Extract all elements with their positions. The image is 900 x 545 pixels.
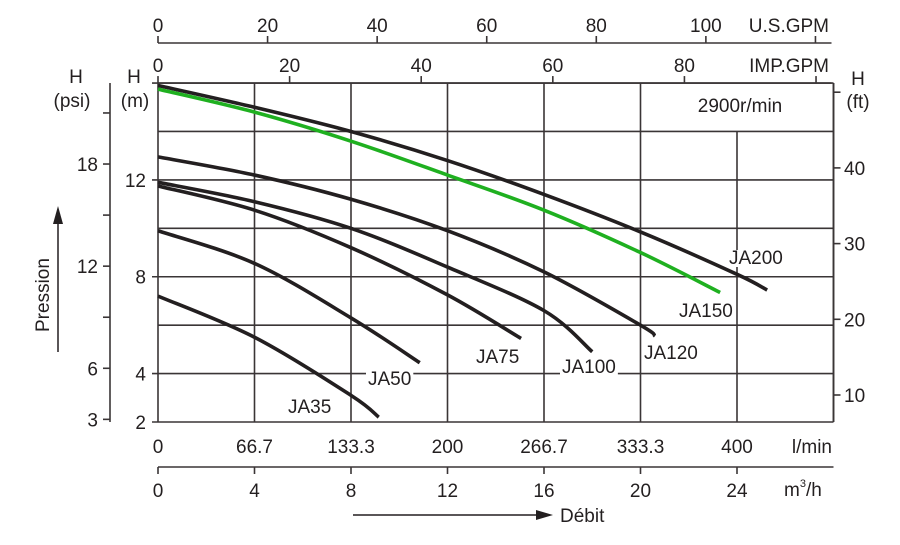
ft-tick-label: 10 [844,386,865,407]
series-label-ja50: JA50 [368,369,411,390]
series-label-ja100: JA100 [562,357,616,378]
m3h-tick-label: 16 [533,481,554,502]
m3h-tick-label: 24 [726,481,748,502]
m-tick-label: 12 [125,171,146,192]
curve-ja100 [157,180,594,354]
series-label-bg [560,359,618,376]
x-axis-title: Débit [560,506,605,527]
l-min-tick-label: 400 [721,437,753,458]
speed-annotation: 2900r/min [698,96,783,117]
series-label-bg [474,349,522,366]
l-min-tick-label: 133.3 [327,437,375,458]
imp-gpm-tick-label: 0 [153,56,164,77]
us-gpm-tick-label: 0 [153,16,164,37]
series-label-ja200: JA200 [729,248,783,269]
psi-axis-unit: (psi) [54,91,91,112]
series-label-ja150: JA150 [679,301,733,322]
curve-ja75 [157,184,522,341]
imp-gpm-unit: IMP.GPM [749,56,829,77]
series-label-bg [727,250,785,267]
series-label-bg [677,303,735,320]
psi-axis-title: H [69,67,83,88]
l-min-tick-label: 200 [432,437,464,458]
imp-gpm-tick-label: 20 [279,56,300,77]
debit-arrowhead-icon [536,510,553,520]
curves [157,83,769,419]
psi-tick-label: 18 [77,155,98,176]
ft-axis-title: H [851,69,865,90]
series-label-ja75: JA75 [476,347,519,368]
m-axis-title: H [127,67,141,88]
m-axis-unit: (m) [121,91,149,112]
series-label-bg [286,399,334,416]
ft-axis-unit: (ft) [846,92,869,113]
m3h-tick-label: 12 [437,481,458,502]
m-tick-label: 4 [135,365,146,386]
series-label-bg [642,345,700,362]
l-min-unit: l/min [792,437,832,458]
m3h-tick-label: 4 [249,481,260,502]
us-gpm-tick-label: 60 [476,16,497,37]
curve-ja50 [157,229,421,365]
imp-gpm-tick-label: 40 [411,56,432,77]
y-axis-title: Pression [33,258,54,332]
imp-gpm-tick-label: 80 [674,56,695,77]
m3h-tick-label: 0 [153,481,164,502]
pression-arrowhead-icon [53,206,63,224]
l-min-tick-label: 0 [153,437,164,458]
series-label-ja35: JA35 [288,397,331,418]
series-label-ja120: JA120 [644,343,698,364]
series-label-bg [366,371,414,388]
ft-tick-label: 20 [844,310,865,331]
series-labels: JA200 JA150 JA120 JA100 JA75 JA50 JA35 [286,248,785,418]
m3h-tick-label: 8 [346,481,357,502]
curve-ja150 [157,87,721,295]
psi-tick-label: 12 [77,257,98,278]
l-min-tick-label: 266.7 [520,437,568,458]
psi-tick-label: 6 [87,359,98,380]
psi-tick-label: 3 [87,410,98,431]
m-tick-label: 8 [135,268,146,289]
l-min-tick-label: 66.7 [236,437,273,458]
m3h-tick-label: 20 [630,481,651,502]
us-gpm-tick-label: 80 [586,16,607,37]
us-gpm-tick-label: 100 [690,16,722,37]
m-tick-label: 2 [135,413,146,434]
imp-gpm-tick-label: 60 [542,56,563,77]
curve-ja120 [157,155,657,338]
curve-ja200 [157,83,769,292]
us-gpm-tick-label: 20 [257,16,278,37]
ft-tick-label: 40 [844,159,865,180]
us-gpm-tick-label: 40 [367,16,388,37]
l-min-tick-label: 333.3 [617,437,665,458]
us-gpm-unit: U.S.GPM [749,16,829,37]
ft-tick-label: 30 [844,235,865,256]
m3h-unit: m3/h [784,478,822,501]
curve-ja35 [157,294,380,419]
